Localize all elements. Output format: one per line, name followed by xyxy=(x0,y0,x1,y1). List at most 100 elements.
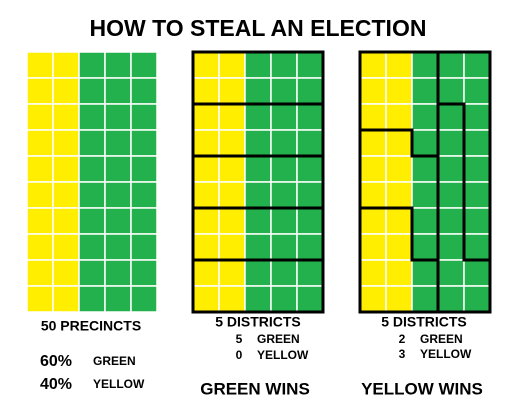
yellow-precinct xyxy=(52,181,80,209)
green-precinct xyxy=(270,103,298,131)
green-precinct xyxy=(411,233,439,261)
green-precinct xyxy=(296,129,324,157)
green-precinct xyxy=(270,207,298,235)
green-precinct xyxy=(270,259,298,287)
yellow-precinct xyxy=(26,103,54,131)
green-precinct xyxy=(104,129,132,157)
green-precinct xyxy=(411,181,439,209)
green-precinct xyxy=(270,129,298,157)
green-precinct xyxy=(296,77,324,105)
green-precinct xyxy=(104,259,132,287)
yellow-precinct xyxy=(26,155,54,183)
green-precinct xyxy=(104,181,132,209)
yellow-precinct xyxy=(192,77,220,105)
yellow-precinct xyxy=(192,285,220,313)
yellow-precinct xyxy=(26,51,54,79)
panel-heading: 50 PRECINCTS xyxy=(41,318,141,334)
green-precinct xyxy=(104,155,132,183)
yellow-precinct xyxy=(218,233,246,261)
yellow-precinct xyxy=(52,233,80,261)
yellow-precinct xyxy=(385,77,413,105)
yellow-precinct xyxy=(52,285,80,313)
green-precinct xyxy=(244,285,272,313)
stat-number: 5 xyxy=(236,332,243,346)
yellow-precinct xyxy=(52,103,80,131)
yellow-precinct xyxy=(52,51,80,79)
yellow-precinct xyxy=(52,207,80,235)
green-precinct xyxy=(130,285,158,313)
yellow-precinct xyxy=(359,155,387,183)
green-precinct xyxy=(244,207,272,235)
yellow-precinct xyxy=(385,181,413,209)
green-precinct xyxy=(244,129,272,157)
yellow-precinct xyxy=(359,181,387,209)
yellow-precinct xyxy=(192,51,220,79)
yellow-precinct xyxy=(359,285,387,313)
green-precinct xyxy=(130,129,158,157)
yellow-precinct xyxy=(218,181,246,209)
green-precinct xyxy=(437,233,465,261)
panel-heading: 5 DISTRICTS xyxy=(381,314,467,330)
yellow-precinct xyxy=(385,259,413,287)
green-precinct xyxy=(463,181,491,209)
green-precinct xyxy=(463,259,491,287)
stat-number: 40% xyxy=(40,376,72,393)
yellow-precinct xyxy=(52,77,80,105)
green-precinct xyxy=(411,51,439,79)
yellow-precinct xyxy=(26,285,54,313)
green-precinct xyxy=(78,103,106,131)
yellow-precinct xyxy=(385,155,413,183)
title: HOW TO STEAL AN ELECTION xyxy=(90,15,427,41)
yellow-precinct xyxy=(218,77,246,105)
green-precinct xyxy=(411,103,439,131)
green-precinct xyxy=(463,51,491,79)
yellow-precinct xyxy=(359,207,387,235)
green-precinct xyxy=(104,51,132,79)
green-precinct xyxy=(411,129,439,157)
yellow-precinct xyxy=(218,129,246,157)
green-precinct xyxy=(244,181,272,209)
green-precinct xyxy=(244,77,272,105)
green-precinct xyxy=(270,77,298,105)
panel-heading: 5 DISTRICTS xyxy=(215,314,301,330)
stat-number: 60% xyxy=(40,353,72,370)
grid-border xyxy=(358,50,492,314)
green-precinct xyxy=(78,259,106,287)
green-precinct xyxy=(78,51,106,79)
green-precinct xyxy=(411,285,439,313)
yellow-precinct xyxy=(26,207,54,235)
green-precinct xyxy=(244,233,272,261)
green-precinct xyxy=(130,103,158,131)
green-precinct xyxy=(296,259,324,287)
green-precinct xyxy=(463,233,491,261)
green-precinct xyxy=(463,129,491,157)
green-precinct xyxy=(411,77,439,105)
yellow-precinct xyxy=(218,51,246,79)
yellow-precinct xyxy=(385,207,413,235)
yellow-precinct xyxy=(385,129,413,157)
green-precinct xyxy=(296,51,324,79)
yellow-precinct xyxy=(359,77,387,105)
green-precinct xyxy=(270,233,298,261)
green-precinct xyxy=(437,181,465,209)
yellow-precinct xyxy=(359,51,387,79)
yellow-precinct xyxy=(359,103,387,131)
yellow-precinct xyxy=(359,259,387,287)
green-precinct xyxy=(78,207,106,235)
stat-label: YELLOW xyxy=(93,377,145,391)
green-precinct xyxy=(411,207,439,235)
yellow-precinct xyxy=(385,285,413,313)
stat-label: YELLOW xyxy=(257,348,309,362)
green-precinct xyxy=(270,155,298,183)
yellow-precinct xyxy=(192,155,220,183)
yellow-precinct xyxy=(192,259,220,287)
green-precinct xyxy=(78,181,106,209)
stat-number: 0 xyxy=(236,348,243,362)
green-precinct xyxy=(463,155,491,183)
green-precinct xyxy=(78,285,106,313)
green-precinct xyxy=(463,285,491,313)
green-precinct xyxy=(130,207,158,235)
yellow-precinct xyxy=(218,285,246,313)
yellow-precinct xyxy=(218,103,246,131)
